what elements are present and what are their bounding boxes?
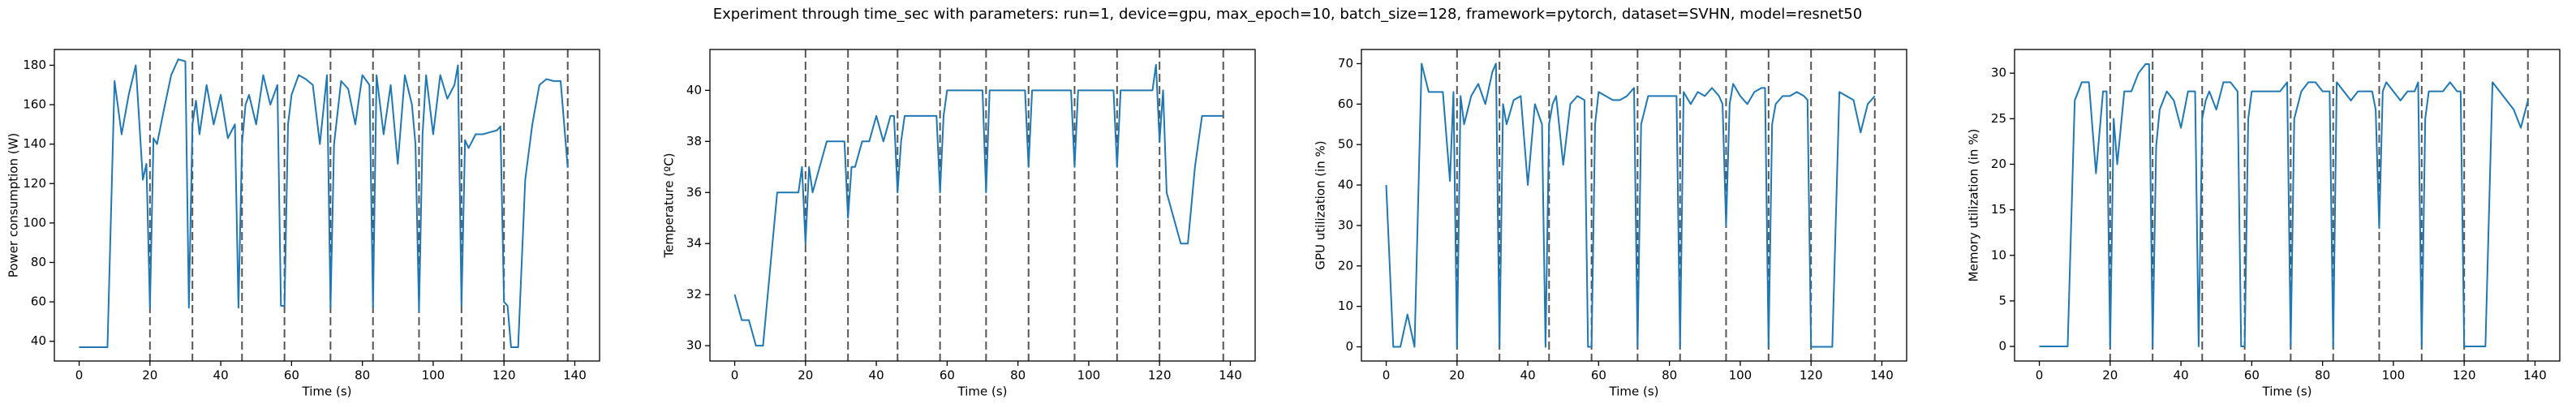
data-line (1385, 62, 1876, 348)
y-tick-label: 15 (1991, 202, 2006, 217)
y-tick-label: 40 (686, 83, 702, 97)
y-axis-label: Power consumption (W) (6, 133, 21, 278)
x-tick-label: 20 (2102, 368, 2118, 383)
x-axis-label: Time (s) (302, 385, 352, 399)
y-tick-label: 60 (1338, 97, 1353, 111)
y-tick-label: 140 (23, 136, 46, 151)
y-tick-label: 60 (31, 294, 46, 309)
y-tick-label: 80 (31, 255, 46, 269)
x-tick-label: 100 (422, 368, 445, 383)
y-tick-label: 50 (1338, 137, 1353, 152)
y-tick-label: 100 (23, 215, 46, 230)
x-tick-label: 80 (1010, 368, 1026, 383)
x-tick-label: 60 (2244, 368, 2260, 383)
x-axis-label: Time (s) (957, 385, 1008, 399)
y-tick-label: 30 (1338, 217, 1353, 232)
axes-frame (2014, 49, 2561, 362)
x-tick-label: 80 (2315, 368, 2330, 383)
x-tick-label: 120 (2453, 368, 2476, 383)
x-tick-label: 0 (1383, 368, 1391, 383)
y-tick-label: 10 (1338, 299, 1353, 313)
x-tick-label: 0 (731, 368, 739, 383)
x-tick-label: 20 (1449, 368, 1464, 383)
y-tick-label: 36 (686, 185, 702, 200)
y-tick-label: 38 (686, 134, 702, 148)
y-tick-label: 20 (1991, 157, 2006, 171)
y-tick-label: 160 (23, 97, 46, 112)
x-tick-label: 120 (1148, 368, 1172, 383)
axes-frame (1361, 49, 1907, 362)
y-tick-label: 20 (1338, 258, 1353, 273)
x-axis-label: Time (s) (1609, 385, 1659, 399)
data-line (733, 63, 1223, 347)
x-tick-label: 40 (2174, 368, 2189, 383)
x-tick-label: 60 (1591, 368, 1606, 383)
y-tick-label: 0 (1345, 339, 1353, 354)
x-tick-label: 60 (284, 368, 299, 383)
y-tick-label: 5 (1998, 293, 2006, 307)
x-tick-label: 80 (1662, 368, 1677, 383)
x-tick-label: 0 (2036, 368, 2044, 383)
data-line (2039, 62, 2529, 348)
x-tick-label: 140 (1870, 368, 1894, 383)
x-tick-label: 40 (213, 368, 229, 383)
y-tick-label: 0 (1998, 339, 2006, 354)
y-axis-label: GPU utilization (in %) (1314, 140, 1328, 269)
y-tick-label: 32 (686, 287, 702, 302)
x-tick-label: 20 (142, 368, 157, 383)
x-tick-label: 60 (940, 368, 955, 383)
x-tick-label: 80 (355, 368, 370, 383)
y-tick-label: 40 (31, 333, 46, 348)
axes-frame (54, 49, 600, 362)
y-tick-label: 180 (23, 58, 46, 72)
y-tick-label: 120 (23, 176, 46, 191)
x-tick-label: 140 (2523, 368, 2547, 383)
x-tick-label: 100 (1729, 368, 1752, 383)
x-tick-label: 120 (492, 368, 516, 383)
y-axis-label: Memory utilization (in %) (1967, 129, 1981, 282)
x-tick-label: 100 (2382, 368, 2406, 383)
x-axis-label: Time (s) (2262, 385, 2312, 399)
x-tick-label: 40 (1520, 368, 1536, 383)
y-tick-label: 70 (1338, 56, 1353, 71)
y-tick-label: 30 (686, 338, 702, 353)
y-tick-label: 40 (1338, 178, 1353, 192)
axes-frame (709, 49, 1256, 362)
x-tick-label: 20 (798, 368, 813, 383)
y-tick-label: 30 (1991, 66, 2006, 80)
x-tick-label: 0 (75, 368, 84, 383)
figure-title: Experiment through time_sec with paramet… (713, 6, 1862, 23)
data-line (79, 58, 569, 348)
y-tick-label: 34 (686, 236, 702, 251)
x-tick-label: 140 (563, 368, 587, 383)
x-tick-label: 100 (1077, 368, 1101, 383)
y-axis-label: Temperature (ºC) (662, 153, 677, 258)
x-tick-label: 40 (869, 368, 884, 383)
x-tick-label: 140 (1219, 368, 1242, 383)
x-tick-label: 120 (1800, 368, 1823, 383)
y-tick-label: 25 (1991, 111, 2006, 126)
y-tick-label: 10 (1991, 247, 2006, 262)
